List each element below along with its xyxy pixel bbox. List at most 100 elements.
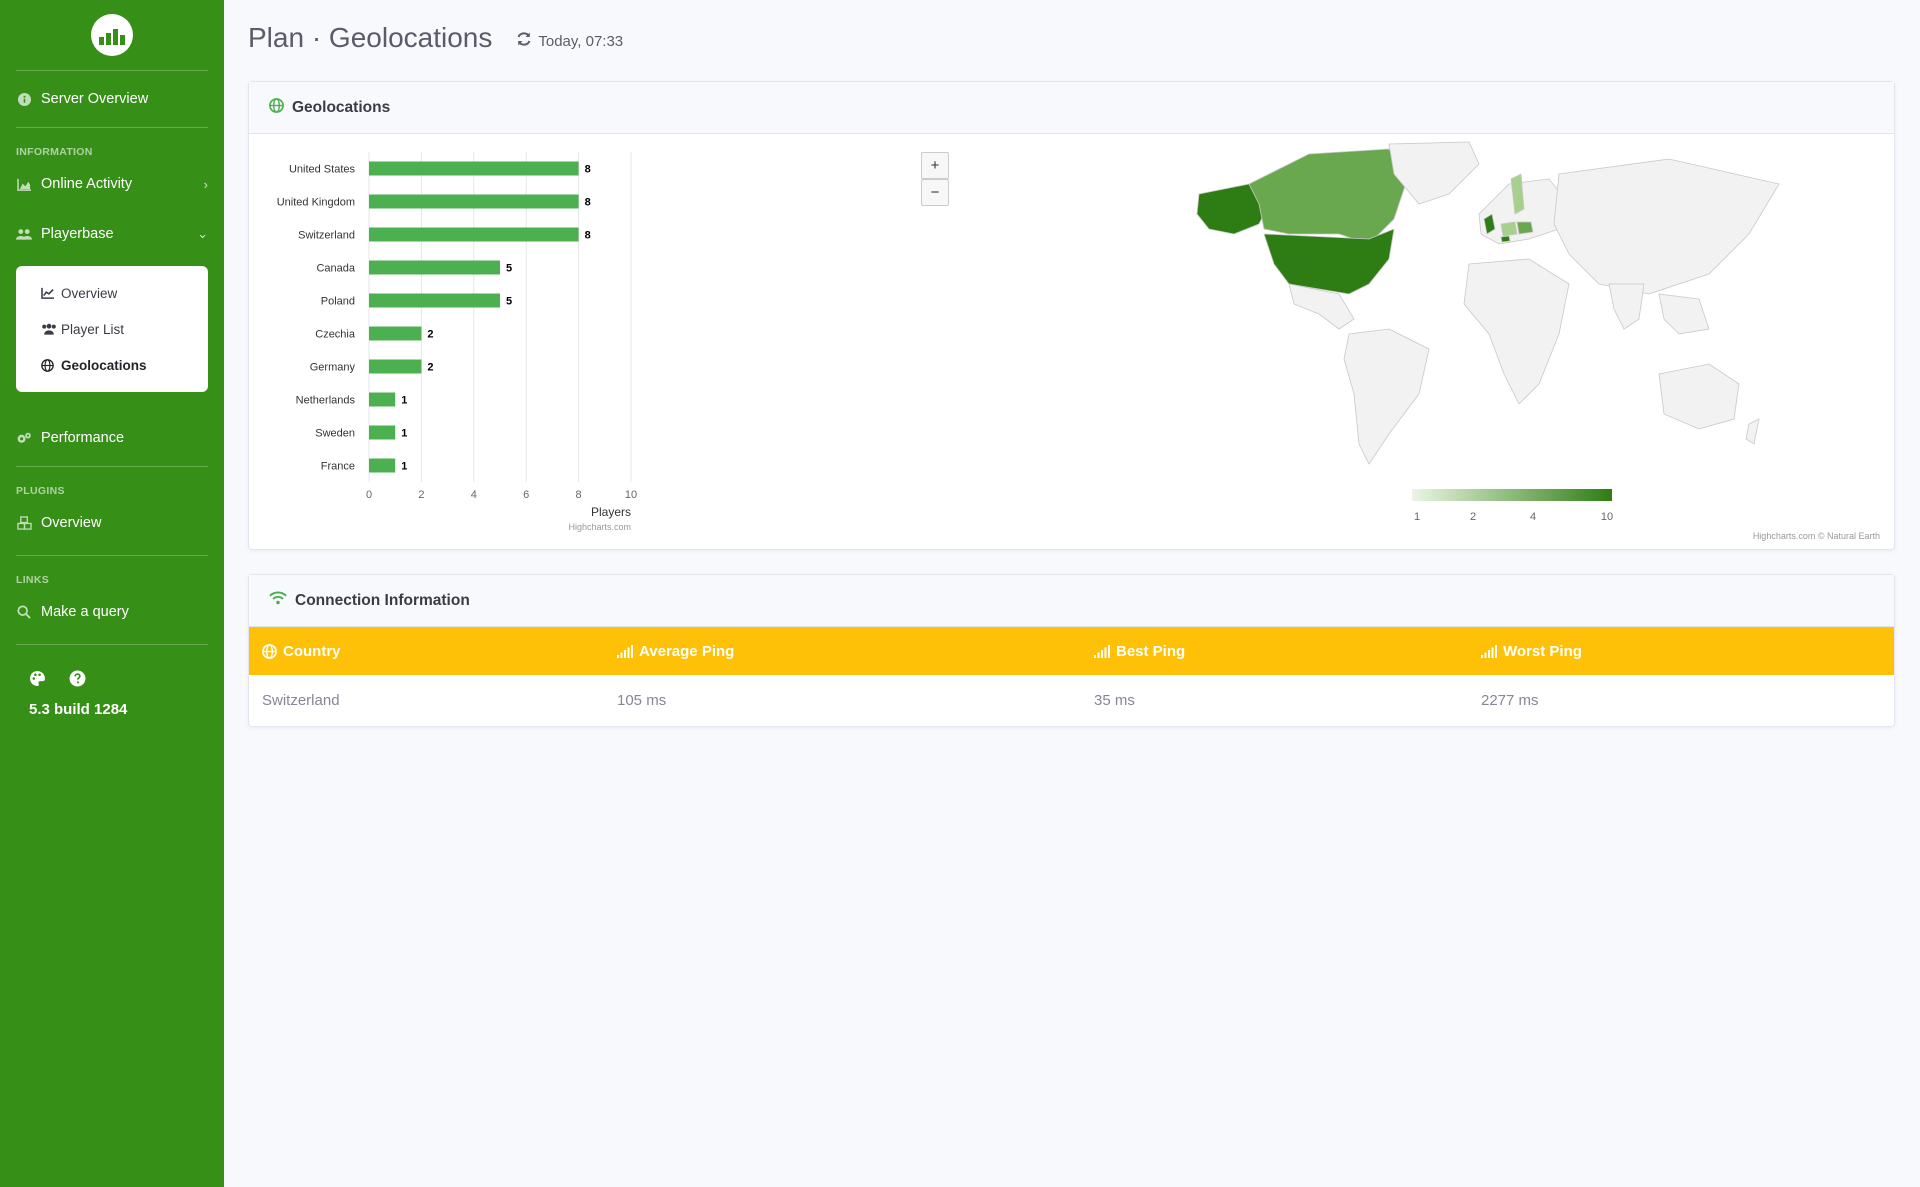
nav-label: Server Overview: [41, 91, 149, 107]
legend-tick: 4: [1530, 511, 1536, 523]
divider: [16, 555, 208, 556]
data-label: 1: [401, 428, 407, 440]
bar: [369, 227, 579, 242]
nav-performance[interactable]: Performance: [0, 410, 224, 466]
canada-shape[interactable]: [1248, 148, 1410, 245]
map-credit: Highcharts.com © Natural Earth: [1753, 531, 1880, 541]
refresh-time: Today, 07:33: [538, 32, 624, 50]
data-label: 1: [401, 395, 407, 407]
x-tick-label: 10: [625, 489, 637, 501]
legend-tick: 10: [1601, 511, 1613, 523]
bar-chart-svg: 0 2 4 6 8 10 United States 8 United Kingdom 8 Swit…: [277, 152, 637, 532]
india-shape[interactable]: [1608, 283, 1645, 330]
nav-label: Performance: [41, 430, 125, 446]
sidebar: Server Overview INFORMATION Online Activ…: [0, 0, 224, 1187]
column-header-country[interactable]: Country: [249, 643, 604, 660]
submenu-label: Player List: [61, 321, 125, 337]
nav-playerbase[interactable]: Playerbase ⌄: [0, 206, 224, 262]
sweden-shape[interactable]: [1510, 173, 1525, 215]
data-label: 5: [506, 263, 512, 275]
category-label: Czechia: [315, 329, 356, 341]
se-asia-shape[interactable]: [1658, 293, 1710, 335]
usa-shape[interactable]: [1263, 228, 1395, 295]
card-header: Connection Information: [249, 575, 1894, 627]
switzerland-shape[interactable]: [1500, 235, 1511, 243]
category-label: Switzerland: [298, 230, 355, 242]
poland-shape[interactable]: [1516, 221, 1534, 235]
zoom-out-button[interactable]: −: [921, 179, 949, 206]
data-label: 8: [585, 197, 591, 209]
australia-shape[interactable]: [1658, 363, 1740, 430]
x-tick-label: 2: [418, 489, 424, 501]
section-heading-links: LINKS: [16, 574, 49, 586]
nav-server-overview[interactable]: Server Overview: [0, 71, 224, 127]
cell-best-ping: 35 ms: [1094, 692, 1135, 709]
category-label: Canada: [316, 263, 355, 275]
submenu-label: Geolocations: [61, 357, 147, 373]
x-tick-label: 0: [366, 489, 372, 501]
world-map: + − 1 2 4 10 Highcharts.com © Natural Ea…: [649, 134, 1896, 551]
data-label: 8: [585, 164, 591, 176]
germany-shape[interactable]: [1500, 221, 1518, 237]
signal-icon: [1094, 644, 1110, 658]
submenu-item-geolocations[interactable]: Geolocations: [16, 347, 208, 383]
sync-icon: [516, 31, 532, 51]
category-label: Sweden: [315, 428, 355, 440]
column-header-label: Best Ping: [1116, 642, 1186, 660]
column-header-label: Country: [283, 642, 341, 660]
submenu-item-player-list[interactable]: Player List: [16, 311, 208, 347]
asia-shape[interactable]: [1553, 158, 1780, 295]
page-title: Plan · Geolocations: [248, 22, 493, 53]
logo-container: [0, 0, 224, 70]
column-header-label: Average Ping: [639, 642, 735, 660]
bar: [369, 326, 422, 341]
palette-icon[interactable]: [28, 669, 46, 687]
plan-logo-icon[interactable]: [91, 14, 133, 56]
divider: [16, 127, 208, 128]
x-tick-label: 4: [471, 489, 477, 501]
bar: [369, 392, 396, 407]
card-title: Geolocations: [292, 98, 391, 116]
nav-online-activity[interactable]: Online Activity ›: [0, 162, 224, 206]
submenu-item-overview[interactable]: Overview: [16, 275, 208, 311]
bar: [369, 425, 396, 440]
africa-shape[interactable]: [1463, 258, 1570, 405]
section-heading-plugins: PLUGINS: [16, 485, 65, 497]
globe-icon: [262, 643, 277, 659]
globe-icon: [269, 97, 284, 118]
uk-shape[interactable]: [1483, 213, 1496, 235]
users-icon: [16, 228, 32, 240]
wifi-icon: [269, 591, 287, 610]
column-header-worst-ping[interactable]: Worst Ping: [1468, 643, 1894, 660]
bar: [369, 194, 579, 209]
mexico-central-america-shape[interactable]: [1288, 283, 1355, 330]
help-icon[interactable]: [68, 669, 86, 687]
new-zealand-shape[interactable]: [1745, 418, 1760, 445]
x-axis-title: Players: [591, 505, 631, 519]
column-header-average-ping[interactable]: Average Ping: [604, 643, 1081, 660]
column-header-label: Worst Ping: [1503, 642, 1582, 660]
legend-tick: 2: [1470, 511, 1476, 523]
column-header-best-ping[interactable]: Best Ping: [1081, 643, 1468, 660]
category-label: United Kingdom: [277, 197, 355, 209]
chevron-right-icon: ›: [203, 176, 208, 192]
players-by-country-chart: 0 2 4 6 8 10 United States 8 United Kingdom 8 Swit…: [249, 134, 649, 551]
nav-plugins-overview[interactable]: Overview: [0, 501, 224, 545]
cogs-icon: [16, 431, 32, 445]
x-tick-label: 8: [576, 489, 582, 501]
submenu-label: Overview: [61, 285, 118, 301]
signal-icon: [617, 644, 633, 658]
cell-average-ping: 105 ms: [617, 692, 667, 709]
south-america-shape[interactable]: [1343, 328, 1430, 465]
nav-label: Playerbase: [41, 226, 114, 242]
card-header: Geolocations: [249, 82, 1894, 134]
zoom-in-button[interactable]: +: [921, 152, 949, 179]
nav-make-query[interactable]: Make a query: [0, 590, 224, 634]
data-label: 2: [427, 362, 433, 374]
world-map-svg: 1 2 4 10 Highcharts.com © Natural Earth: [1196, 141, 1880, 541]
bar: [369, 161, 579, 176]
greenland-shape[interactable]: [1388, 141, 1480, 205]
refresh-button[interactable]: Today, 07:33: [516, 31, 623, 51]
bar: [369, 458, 396, 473]
playerbase-submenu: Overview Player List Geolocations: [16, 266, 208, 392]
